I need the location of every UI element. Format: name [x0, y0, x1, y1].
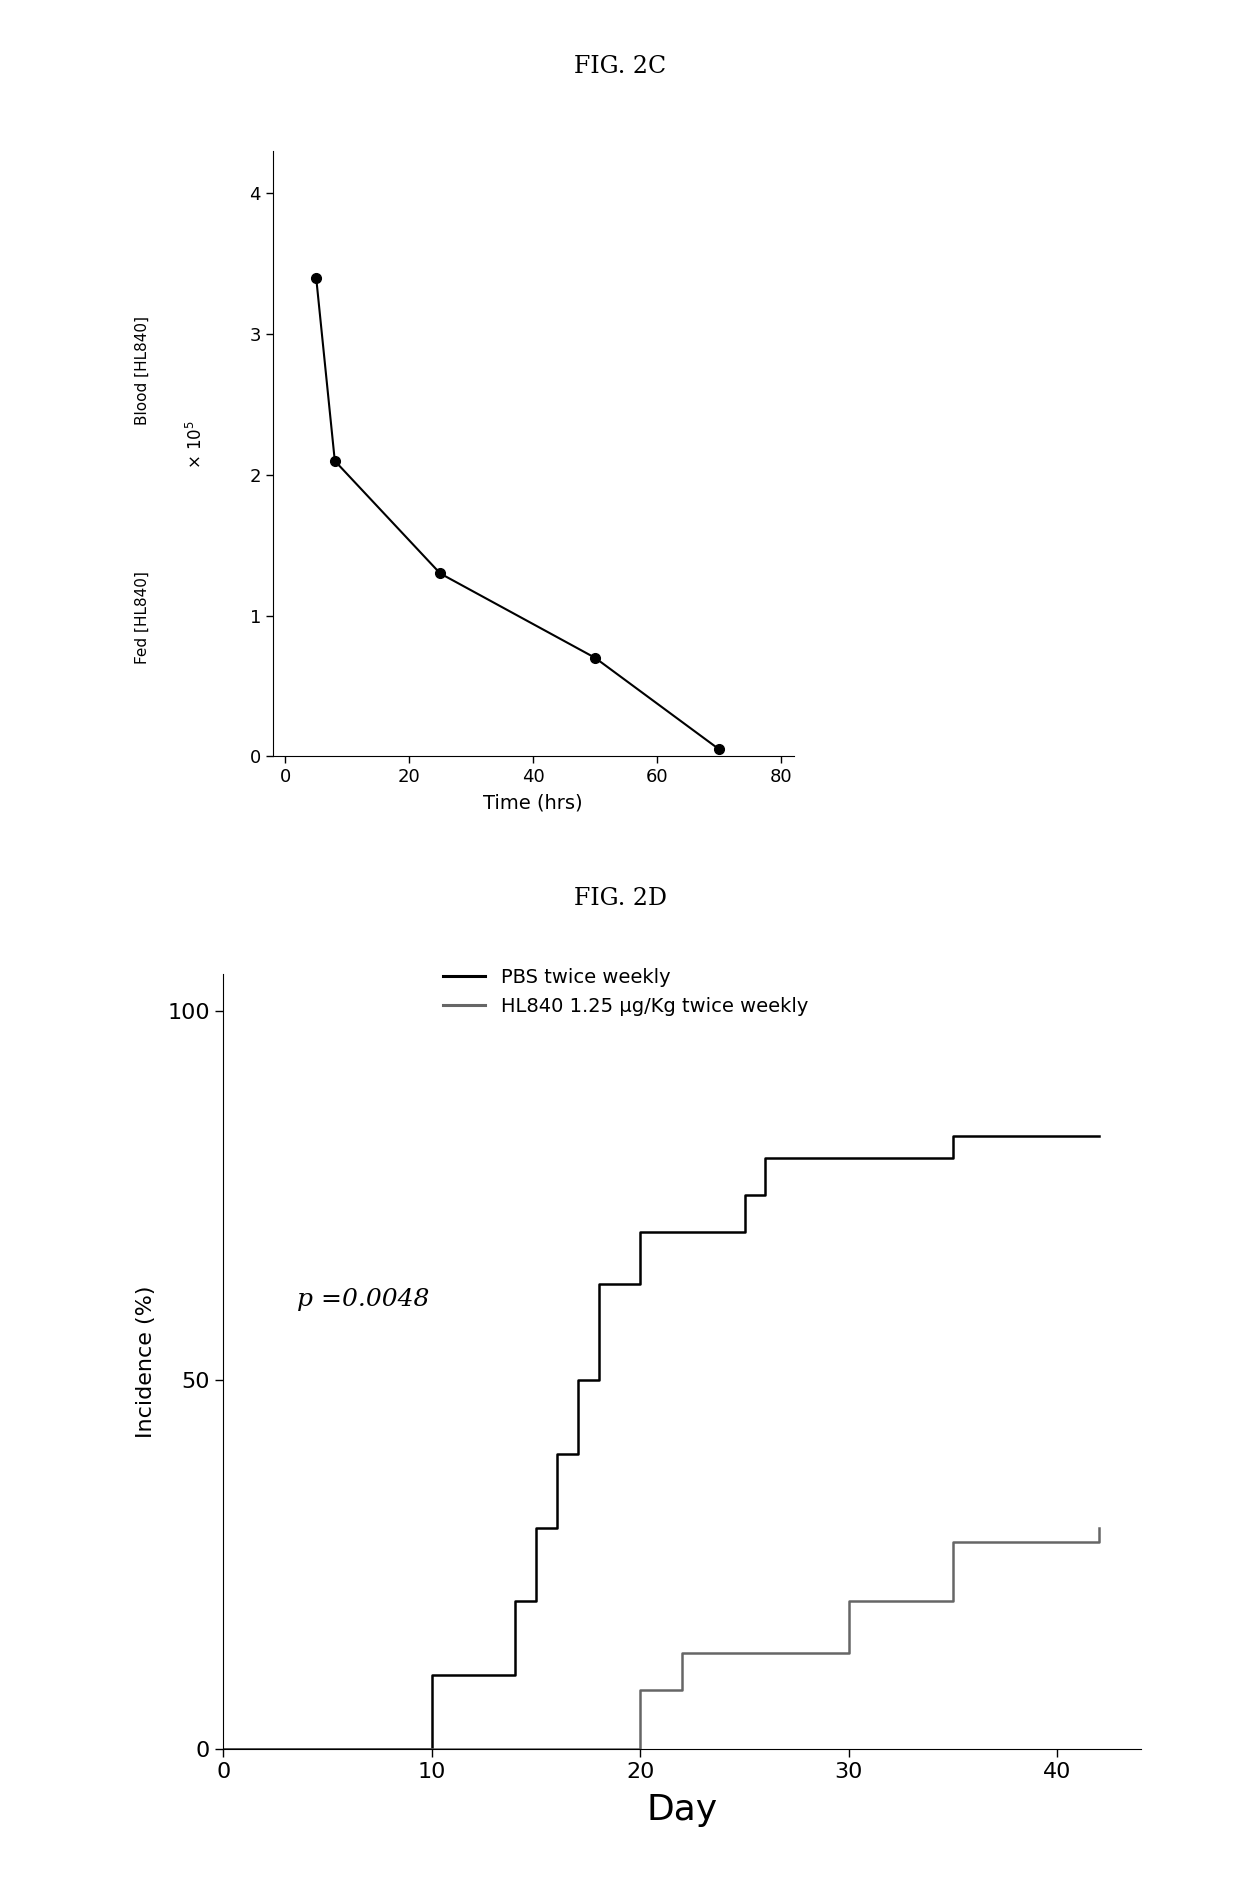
Text: Fed [HL840]: Fed [HL840] — [135, 571, 150, 664]
Legend: PBS twice weekly, HL840 1.25 μg/Kg twice weekly: PBS twice weekly, HL840 1.25 μg/Kg twice… — [435, 961, 816, 1023]
Text: p =0.0048: p =0.0048 — [296, 1288, 429, 1310]
X-axis label: Day: Day — [646, 1793, 718, 1827]
Text: FIG. 2C: FIG. 2C — [574, 55, 666, 78]
Text: Blood [HL840]: Blood [HL840] — [135, 316, 150, 425]
Y-axis label: Incidence (%): Incidence (%) — [136, 1286, 156, 1437]
Text: $\times\ 10^5$: $\times\ 10^5$ — [186, 420, 206, 469]
X-axis label: Time (hrs): Time (hrs) — [484, 792, 583, 811]
Text: FIG. 2D: FIG. 2D — [573, 887, 667, 910]
